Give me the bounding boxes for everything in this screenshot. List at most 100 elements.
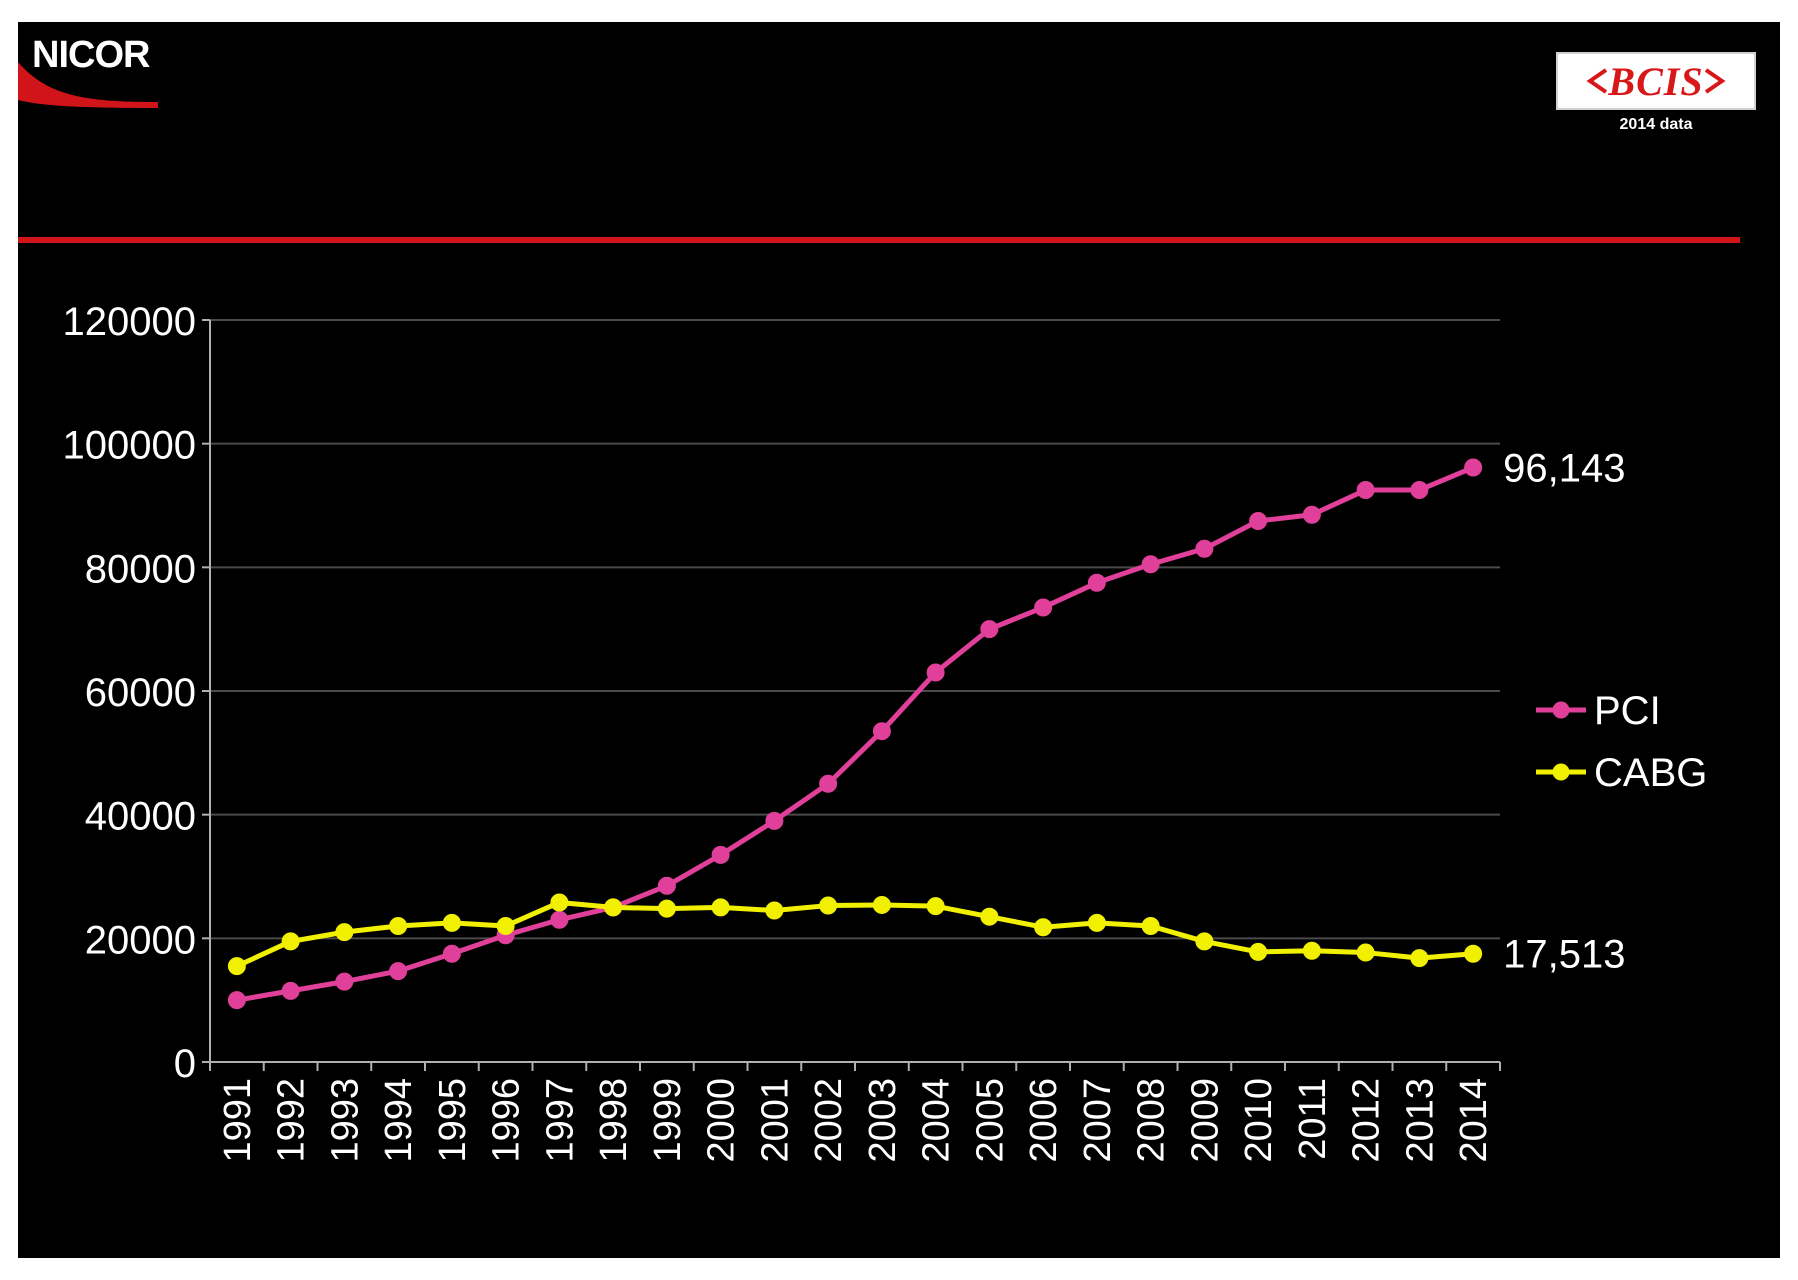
data-point-pci [227,991,246,1010]
nicor-logo: NICOR [18,22,188,132]
data-point-cabg [496,916,515,935]
slide: NICOR BCIS 2014 data 0 20000 40000 60000 800… [18,22,1780,1258]
x-tick-label: 1995 [432,1078,474,1163]
x-tick-label: 1991 [217,1078,259,1163]
x-tick-label: 2007 [1077,1078,1119,1163]
end-value-label-pci: 96,143 [1503,447,1625,491]
series-line-pci [236,465,1475,1003]
x-tick-label: 2006 [1023,1078,1065,1163]
x-tick-label: 2011 [1292,1078,1334,1160]
data-point-cabg [604,898,623,917]
bcis-left-arrow-icon [1586,68,1608,94]
data-point-cabg [389,916,408,935]
data-point-pci [819,774,838,793]
y-tick-label: 80000 [85,547,196,591]
data-point-cabg [1302,941,1321,960]
nicor-logo-text: NICOR [32,34,150,76]
x-tick-label: 2014 [1453,1078,1495,1163]
data-point-cabg [765,901,784,920]
y-tick-label: 120000 [63,300,196,344]
x-tick-label: 2005 [969,1078,1011,1163]
data-point-cabg [281,932,300,951]
data-point-cabg [550,893,569,912]
x-tick-label: 2009 [1184,1078,1226,1163]
data-point-cabg [980,907,999,926]
series-layer [227,458,1483,1010]
data-point-pci [711,845,730,864]
data-point-cabg [442,913,461,932]
data-point-pci [1087,573,1106,592]
grid-layer [210,319,1500,940]
data-point-pci [926,663,945,682]
data-point-cabg [872,895,891,914]
data-point-pci [1356,481,1375,500]
data-point-pci [872,722,891,741]
x-tick-label: 1994 [378,1078,420,1163]
x-tick-label: 2000 [701,1078,743,1163]
axis-layer: 0 20000 40000 60000 80000 100000 120000 1991 199… [63,300,1501,1163]
data-point-pci [1464,458,1483,477]
line-chart: 0 20000 40000 60000 80000 100000 120000 1991 199… [63,300,1708,1163]
bcis-caption: 2014 data [1619,116,1693,133]
data-point-pci [1302,505,1321,524]
x-tick-label: 1993 [324,1078,366,1163]
data-point-cabg [819,896,838,915]
data-point-cabg [711,898,730,917]
data-point-pci [1410,481,1429,500]
series-line-cabg [235,899,1474,969]
y-tick-label: 100000 [63,424,196,468]
data-point-cabg [926,897,945,916]
y-tick-label: 60000 [85,671,196,715]
data-point-pci [980,620,999,639]
data-point-pci [1195,539,1214,558]
data-point-pci [1141,555,1160,574]
bcis-logo: BCIS 2014 data [1556,52,1756,162]
x-tick-label: 1999 [647,1078,689,1163]
x-tick-label: 2010 [1238,1078,1280,1163]
legend-label-cabg: CABG [1594,751,1707,795]
y-tick-label: 40000 [85,795,196,839]
data-point-cabg [1087,913,1106,932]
data-point-cabg [335,923,354,942]
nicor-swoosh-icon [18,62,158,108]
bcis-logo-box: BCIS [1556,52,1756,110]
end-value-label-cabg: 17,513 [1503,933,1625,977]
data-point-cabg [657,899,676,918]
x-tick-label: 2012 [1346,1078,1388,1163]
x-tick-label: 2004 [916,1078,958,1163]
y-tick-label: 20000 [85,918,196,962]
x-tick-label: 1992 [271,1078,313,1163]
y-tick-label: 0 [174,1042,196,1086]
bcis-right-arrow-icon [1704,68,1726,94]
x-tick-label: 2001 [754,1078,796,1163]
data-point-pci [657,876,676,895]
data-point-pci [335,972,354,991]
data-point-cabg [1249,942,1268,961]
label-layer: 96,143 17,513 [1503,447,1625,977]
data-point-cabg [1410,949,1429,968]
data-point-pci [281,981,300,1000]
data-point-cabg [1141,916,1160,935]
x-tick-label: 1998 [593,1078,635,1163]
data-point-pci [1034,598,1053,617]
data-point-cabg [227,957,246,976]
data-point-cabg [1356,943,1375,962]
x-tick-label: 2003 [862,1078,904,1163]
x-tick-label: 2013 [1399,1078,1441,1163]
legend-marker-pci [1552,701,1570,719]
data-point-pci [442,944,461,963]
data-point-pci [550,910,569,929]
legend-label-pci: PCI [1594,689,1661,733]
x-tick-label: 1996 [486,1078,528,1163]
legend-layer: PCI CABG [1536,689,1707,795]
data-point-cabg [1464,944,1483,963]
data-point-pci [1249,511,1268,530]
x-tick-label: 1997 [539,1078,581,1163]
header-divider [18,237,1740,243]
data-point-cabg [1034,918,1053,937]
x-tick-label: 2008 [1131,1078,1173,1163]
bcis-logo-text: BCIS [1608,58,1704,104]
legend-marker-cabg [1552,763,1570,781]
data-point-pci [765,811,784,830]
x-tick-label: 2002 [808,1078,850,1163]
